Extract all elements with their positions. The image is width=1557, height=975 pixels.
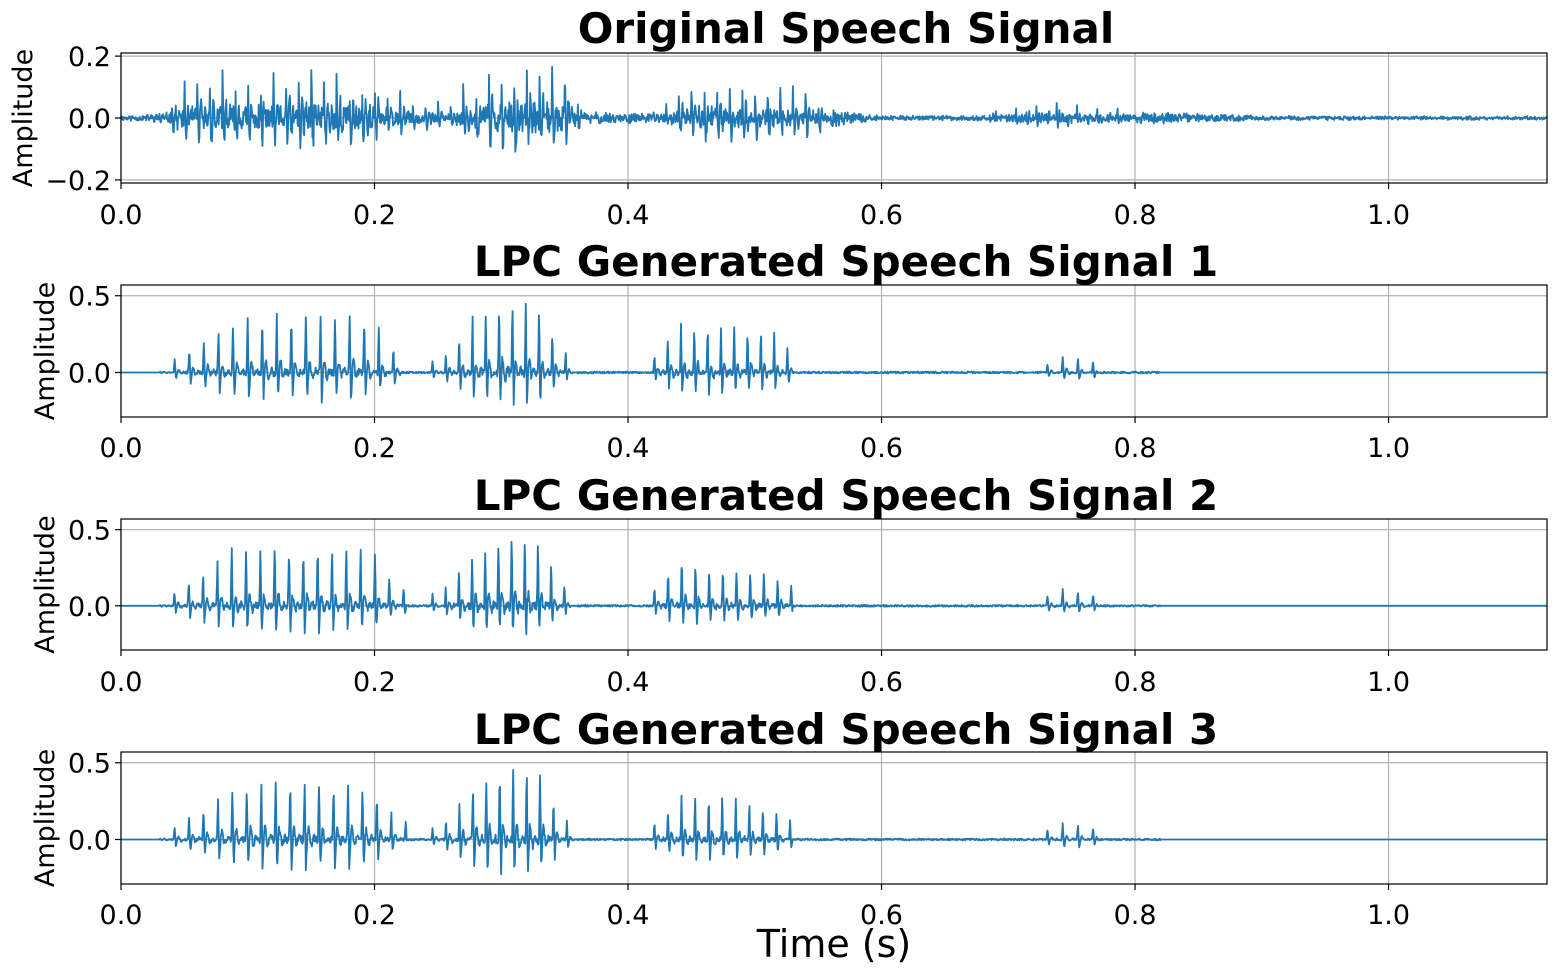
- y-tick-label: 0.2: [68, 42, 111, 73]
- panel-4: 0.0 0.2 0.4 0.6 0.8 1.0 0.5 0.0 LPC Generated Sp…: [30, 705, 1548, 966]
- x-tick-label: 0.6: [860, 667, 903, 698]
- axes-frame: [120, 751, 1548, 885]
- y-tick-label: 0.5: [68, 516, 111, 547]
- x-tick-label: 0.8: [1114, 200, 1157, 231]
- series-line: [120, 541, 1548, 636]
- x-tick-label: 0.2: [353, 200, 396, 231]
- y-tick-label: 0.5: [68, 282, 111, 313]
- series-line: [120, 769, 1548, 876]
- x-tick-label: 0.2: [353, 667, 396, 698]
- y-tick-label: 0.0: [68, 592, 111, 623]
- y-axis-label: Amplitude: [30, 515, 61, 653]
- x-tick-label: 0.8: [1114, 900, 1157, 931]
- x-tick-label: 0.8: [1114, 667, 1157, 698]
- x-tick-label: 0.4: [607, 200, 650, 231]
- x-tick-label: 0.6: [860, 433, 903, 464]
- y-axis-label: Amplitude: [30, 282, 61, 420]
- series-line: [120, 302, 1548, 406]
- x-tick-label: 0.6: [860, 900, 903, 931]
- panel-2: 0.0 0.2 0.4 0.6 0.8 1.0 0.5 0.0 LPC Generated Sp…: [30, 237, 1548, 464]
- x-tick-label: 0.0: [100, 433, 143, 464]
- y-tick-label: 0.5: [68, 749, 111, 780]
- x-tick-label: 0.4: [607, 433, 650, 464]
- y-tick-label: 0.0: [68, 825, 111, 856]
- x-tick-label: 0.6: [860, 200, 903, 231]
- panel-3: 0.0 0.2 0.4 0.6 0.8 1.0 0.5 0.0 LPC Generated Sp…: [30, 471, 1548, 698]
- x-tick-label: 0.0: [100, 200, 143, 231]
- x-tick-label: 0.8: [1114, 433, 1157, 464]
- x-tick-label: 0.4: [607, 667, 650, 698]
- x-axis-label: Time (s): [756, 922, 912, 966]
- x-tick-label: 0.0: [100, 900, 143, 931]
- y-axis-label: Amplitude: [8, 49, 39, 187]
- x-tick-label: 1.0: [1367, 900, 1410, 931]
- panel-title: Original Speech Signal: [578, 4, 1115, 53]
- axes-frame: [120, 284, 1548, 418]
- x-tick-label: 0.0: [100, 667, 143, 698]
- x-tick-label: 0.2: [353, 433, 396, 464]
- x-tick-label: 1.0: [1367, 433, 1410, 464]
- x-tick-label: 1.0: [1367, 667, 1410, 698]
- panel-title: LPC Generated Speech Signal 2: [474, 471, 1219, 520]
- series-line: [120, 65, 1548, 153]
- y-axis-label: Amplitude: [30, 749, 61, 887]
- y-tick-label: 0.0: [68, 358, 111, 389]
- x-tick-label: 1.0: [1367, 200, 1410, 231]
- y-tick-label: −0.2: [45, 166, 111, 197]
- axes-frame: [120, 518, 1548, 651]
- x-tick-label: 0.4: [607, 900, 650, 931]
- panel-title: LPC Generated Speech Signal 1: [474, 237, 1219, 286]
- x-tick-label: 0.2: [353, 900, 396, 931]
- y-tick-label: 0.0: [68, 104, 111, 135]
- panel-title: LPC Generated Speech Signal 3: [474, 705, 1219, 754]
